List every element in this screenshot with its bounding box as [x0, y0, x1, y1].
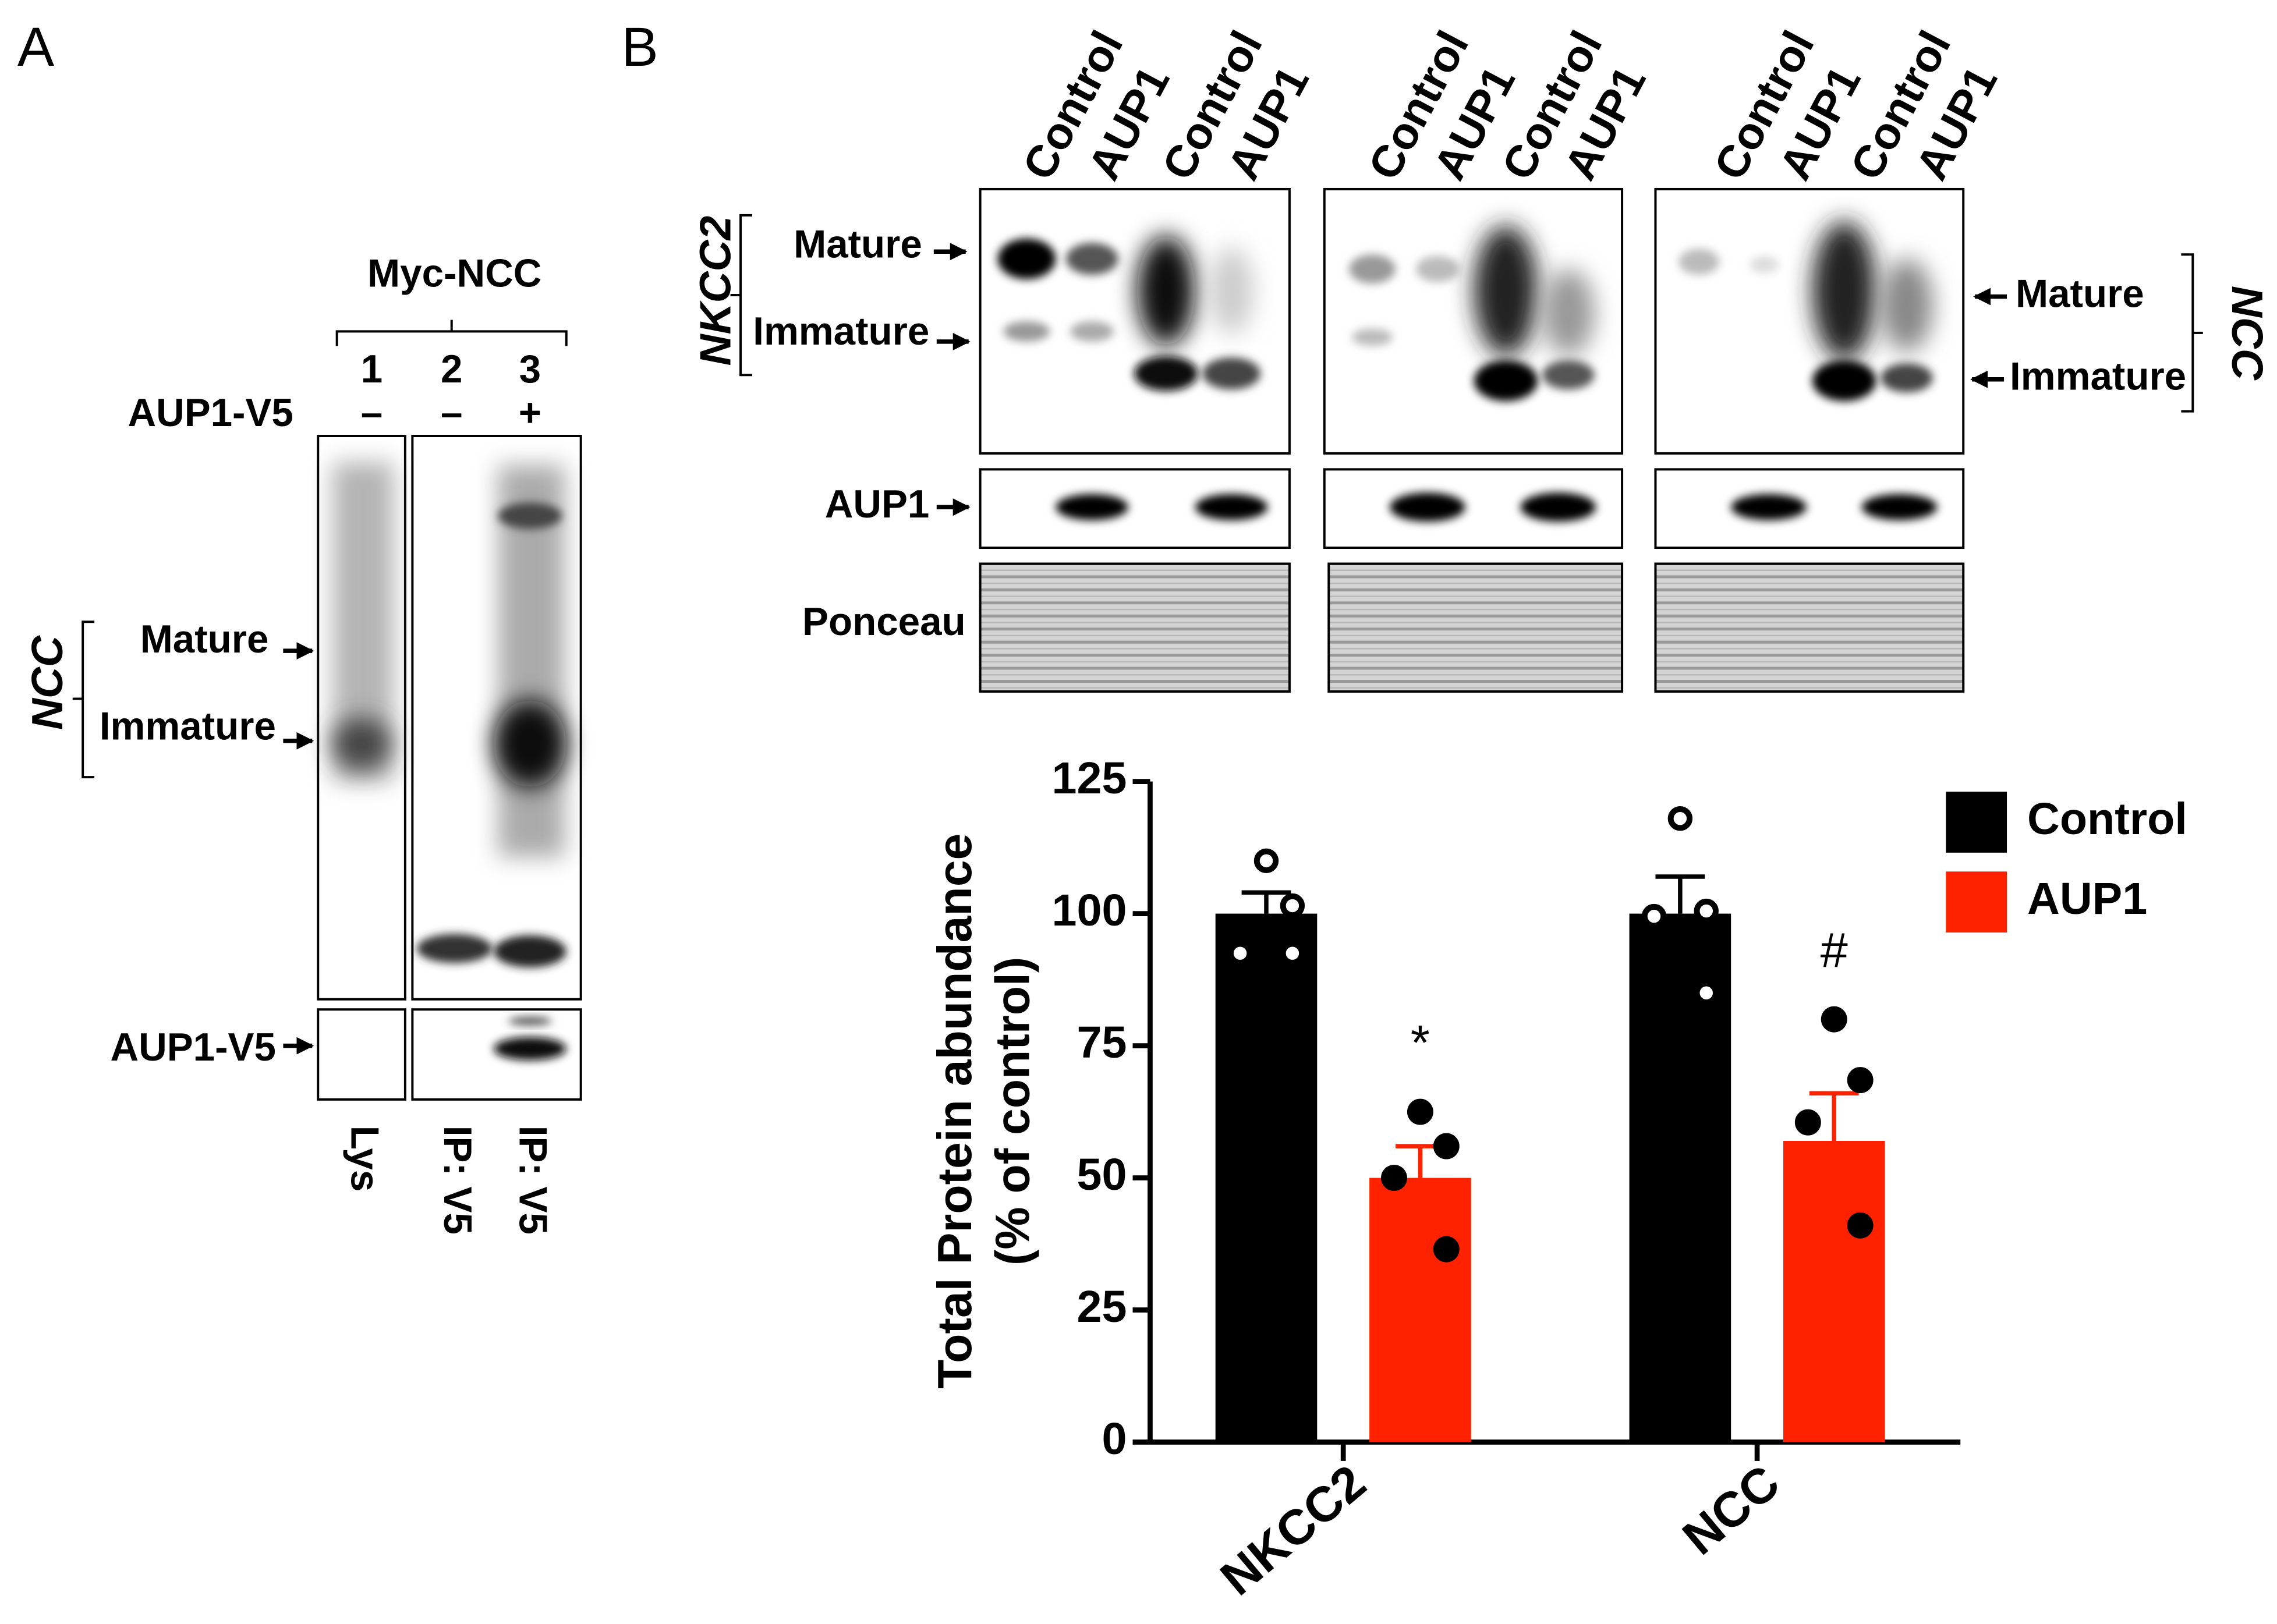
band	[508, 1016, 552, 1026]
y-axis-label: Total Protein abundance	[928, 834, 982, 1389]
ponceau-blot	[1327, 562, 1624, 693]
ponceau-blot	[979, 562, 1291, 693]
band-label: Immature	[753, 310, 929, 353]
significance-mark: #	[1821, 922, 1848, 977]
bar	[1369, 1178, 1471, 1442]
error-bar	[1809, 1091, 1859, 1141]
y-tick-label: 25	[1077, 1282, 1127, 1332]
legend-swatch	[1946, 871, 2007, 933]
data-point	[1253, 848, 1279, 874]
bracket-label: NCC	[2223, 286, 2272, 381]
panel-a: A Myc-NCC 1 2 3 AUP1-V5 – – + NCC Mature…	[17, 16, 582, 1235]
row-sign: –	[441, 391, 462, 435]
row-label: AUP1	[825, 483, 930, 526]
panel-label: A	[17, 16, 55, 78]
data-point	[1694, 898, 1719, 924]
data-point	[1433, 1236, 1460, 1263]
data-point	[1794, 1109, 1821, 1136]
data-point	[1280, 893, 1305, 919]
data-point	[1381, 1165, 1407, 1192]
bar	[1215, 913, 1318, 1442]
band-label: Mature	[794, 223, 922, 267]
y-axis-label: (% of control)	[986, 957, 1040, 1265]
data-point	[1641, 903, 1667, 929]
data-point	[1433, 1133, 1460, 1160]
bar	[1783, 1140, 1885, 1442]
row-label: AUP1-V5	[111, 1026, 276, 1069]
lane-label: IP: V5	[435, 1126, 479, 1235]
significance-mark: *	[1411, 1015, 1430, 1070]
data-point	[1407, 1098, 1433, 1125]
band-label: Immature	[2010, 354, 2186, 398]
row-sign: +	[519, 391, 541, 435]
band	[494, 1037, 566, 1061]
row-label: Ponceau	[802, 600, 966, 644]
ponceau-blot	[1654, 562, 1965, 693]
error-bar	[1241, 890, 1291, 914]
error-bar	[1655, 874, 1705, 914]
data-point	[1847, 1212, 1874, 1239]
lane-number: 3	[519, 348, 541, 391]
row-label: AUP1-V5	[128, 391, 293, 435]
panel-b: B	[622, 16, 2272, 693]
bands	[1056, 492, 1938, 522]
y-tick-label: 100	[1052, 885, 1127, 935]
y-tick-label: 125	[1052, 753, 1127, 803]
y-tick-label: 50	[1077, 1150, 1127, 1200]
bracket	[730, 214, 753, 377]
y-tick-label: 75	[1077, 1017, 1127, 1068]
data-point	[1280, 941, 1305, 966]
data-point	[1227, 941, 1253, 966]
legend-swatch	[1946, 792, 2007, 853]
band-label: Mature	[140, 618, 269, 661]
lane-number: 1	[361, 348, 383, 391]
bar-chart: 0 25 50 75 100 125 Total Protein abundance (% o…	[928, 753, 2187, 1606]
data-point	[1694, 980, 1719, 1005]
bands	[997, 221, 1933, 402]
lane-number: 2	[441, 348, 462, 391]
lane-label: IP: V5	[511, 1126, 555, 1235]
bracket	[2181, 253, 2203, 413]
bracket-label: NKCC2	[690, 216, 739, 366]
data-point	[1821, 1006, 1847, 1033]
blot	[317, 1008, 406, 1101]
bracket	[335, 320, 568, 346]
y-tick-label: 0	[1102, 1414, 1127, 1464]
x-tick-label: NKCC2	[1210, 1454, 1376, 1606]
data-point	[1667, 806, 1693, 831]
bands	[332, 462, 566, 967]
bracket-label: NCC	[23, 635, 72, 730]
panel-label: B	[622, 16, 658, 78]
legend-label: Control	[2027, 794, 2187, 844]
x-tick-label: NCC	[1672, 1454, 1790, 1565]
band-label: Mature	[2016, 272, 2144, 315]
data-point	[1847, 1067, 1874, 1094]
band-label: Immature	[100, 705, 276, 749]
row-sign: –	[361, 391, 383, 435]
group-label: Myc-NCC	[367, 251, 541, 295]
bracket	[72, 620, 95, 779]
legend-label: AUP1	[2027, 874, 2147, 924]
lane-label: Lys	[342, 1126, 386, 1192]
